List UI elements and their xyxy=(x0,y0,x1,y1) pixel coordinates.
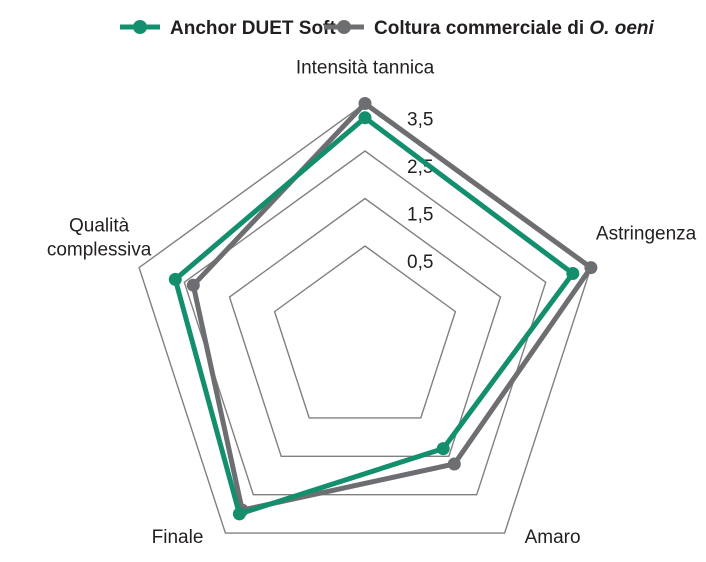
axis-label-finale: Finale xyxy=(152,527,204,548)
legend-label-series-2-plain: Coltura commerciale di xyxy=(374,18,589,39)
tick-label-2: 1,5 xyxy=(407,205,433,226)
series-1-point-4 xyxy=(232,507,246,521)
grid-ring-4 xyxy=(138,102,592,534)
grid-ring-2 xyxy=(228,197,502,457)
series-1-point-2 xyxy=(566,267,580,280)
series-2-line xyxy=(190,100,595,514)
tick-label-4: 3,5 xyxy=(407,110,433,131)
axis-label-amaro: Amaro xyxy=(525,527,581,548)
legend: Anchor DUET Soft Coltura commerciale di … xyxy=(120,18,655,39)
legend-label-series-2-italic: O. oeni xyxy=(589,18,654,39)
series-1 xyxy=(168,111,580,521)
series-2-point-3 xyxy=(447,457,461,471)
series-2 xyxy=(186,97,598,517)
series-1-line xyxy=(172,114,577,518)
axis-label-astringenza: Astringenza xyxy=(596,224,697,245)
legend-label-series-1: Anchor DUET Soft xyxy=(170,18,336,39)
legend-item-series-1: Anchor DUET Soft xyxy=(120,18,336,39)
grid-ring-1 xyxy=(273,245,457,419)
legend-marker-series-1 xyxy=(133,20,147,34)
series-2-point-2 xyxy=(584,261,598,275)
axis-label-intensit-tannica: Intensità tannica xyxy=(296,58,435,79)
radar-axis-labels: Intensità tannica Astringenza Amaro Finale Q… xyxy=(47,58,697,549)
radar-series xyxy=(168,97,598,521)
radar-grid xyxy=(138,102,592,534)
radar-tick-labels: 0,51,52,53,5 xyxy=(407,110,433,274)
tick-label-1: 0,5 xyxy=(407,252,433,273)
axis-label-qualit-complessiva: Qualità complessiva xyxy=(47,216,152,261)
series-2-point-5 xyxy=(186,278,200,292)
legend-label-series-2: Coltura commerciale di O. oeni xyxy=(374,18,655,39)
series-2-point-1 xyxy=(358,97,372,110)
series-1-point-1 xyxy=(358,111,372,125)
legend-item-series-2: Coltura commerciale di O. oeni xyxy=(324,18,655,39)
legend-marker-series-2 xyxy=(337,20,351,34)
series-1-point-3 xyxy=(436,442,450,456)
series-1-point-5 xyxy=(168,272,182,286)
